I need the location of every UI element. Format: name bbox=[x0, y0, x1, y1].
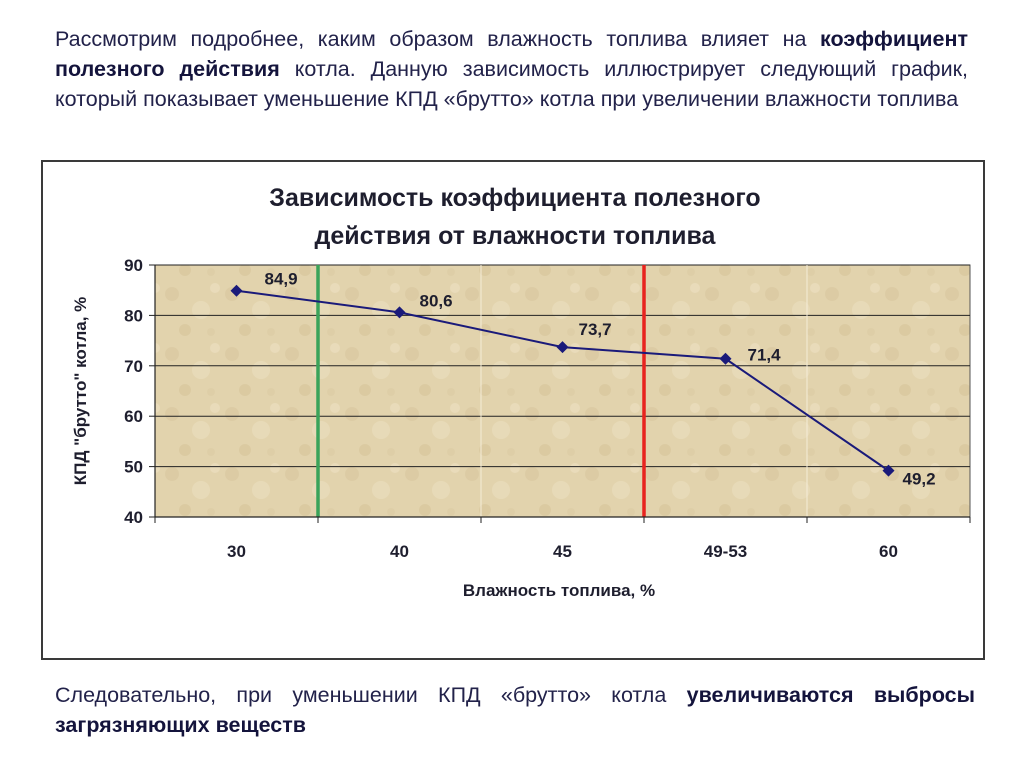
x-tick-label-0: 30 bbox=[227, 542, 246, 561]
chart-frame: Зависимость коэффициента полезного дейст… bbox=[41, 160, 985, 660]
intro-text-2: котла. Данную зависимость иллюстрирует с… bbox=[55, 57, 968, 111]
conclusion-bold-2: выбросы загрязняющих веществ bbox=[55, 683, 975, 737]
data-point-4 bbox=[882, 464, 895, 477]
data-label-0: 84,9 bbox=[265, 270, 298, 289]
chart-title-line1: Зависимость коэффициента полезного bbox=[269, 184, 760, 212]
conclusion-bold-1: увеличиваются bbox=[686, 683, 854, 707]
data-label-1: 80,6 bbox=[420, 291, 453, 310]
intro-text-1: Рассмотрим подробнее, каким образом влаж… bbox=[55, 27, 821, 51]
x-tick-label-2: 45 bbox=[553, 542, 572, 561]
conclusion-paragraph: Следовательно, при уменьшении КПД «брутт… bbox=[55, 680, 975, 740]
x-axis-label: Влажность топлива, % bbox=[463, 581, 655, 600]
conclusion-text: Следовательно, при уменьшении КПД «брутт… bbox=[55, 683, 687, 707]
vertical-markers bbox=[316, 265, 646, 517]
data-label-2: 73,7 bbox=[579, 320, 612, 339]
x-tick-label-4: 60 bbox=[879, 542, 898, 561]
data-point-2 bbox=[556, 341, 569, 354]
chart-title-line2: действия от влажности топлива bbox=[315, 222, 717, 250]
y-tick-labels: 40 50 60 70 80 90 bbox=[124, 256, 143, 527]
x-tick-labels: 30 40 45 49-53 60 bbox=[227, 542, 898, 561]
y-tick-label-70: 70 bbox=[124, 357, 143, 376]
y-tick-label-60: 60 bbox=[124, 407, 143, 426]
y-tick-label-50: 50 bbox=[124, 458, 143, 477]
intro-paragraph: Рассмотрим подробнее, каким образом влаж… bbox=[55, 24, 968, 114]
x-tick-label-1: 40 bbox=[390, 542, 409, 561]
data-points bbox=[230, 284, 895, 477]
plot-area bbox=[154, 264, 971, 518]
x-tick-label-3: 49-53 bbox=[704, 542, 747, 561]
data-label-4: 49,2 bbox=[903, 470, 936, 489]
y-tick-label-40: 40 bbox=[124, 508, 143, 527]
data-label-3: 71,4 bbox=[748, 346, 782, 365]
axes bbox=[149, 264, 971, 523]
data-point-0 bbox=[230, 284, 243, 297]
intro-bold-term: коэффициент полезного действия bbox=[55, 27, 968, 81]
y-axis-label: КПД "брутто" котла, % bbox=[71, 297, 90, 486]
y-tick-label-90: 90 bbox=[124, 256, 143, 275]
data-point-1 bbox=[393, 306, 406, 319]
data-labels: 84,9 80,6 73,7 71,4 49,2 bbox=[265, 270, 936, 489]
moisture-efficiency-chart: Зависимость коэффициента полезного дейст… bbox=[71, 184, 971, 600]
y-tick-label-80: 80 bbox=[124, 306, 143, 325]
data-point-3 bbox=[719, 352, 732, 365]
